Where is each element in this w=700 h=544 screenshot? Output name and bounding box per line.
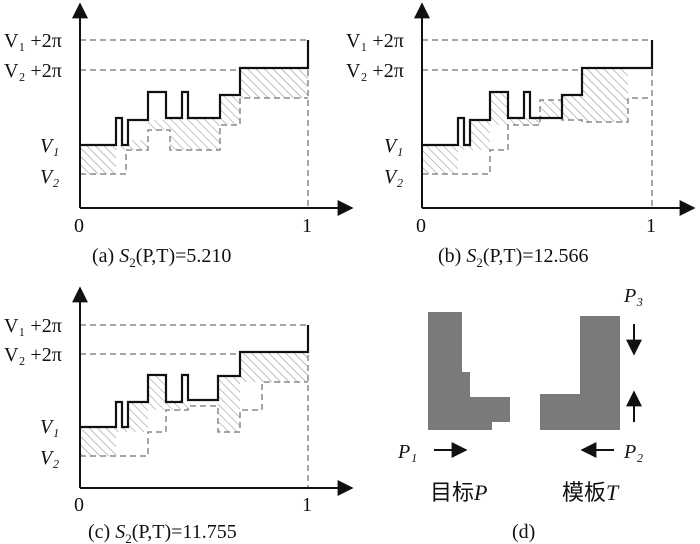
- caption-d: (d): [512, 521, 535, 543]
- target-shape: [428, 312, 510, 430]
- label-target: 目标P: [430, 480, 487, 505]
- dashed-lines: [80, 39, 309, 208]
- label-v1-2pi: V₁ +2π: [346, 30, 404, 52]
- x-tick-1: 1: [302, 215, 312, 237]
- hatch-region: [80, 352, 308, 456]
- label-v1-2pi: V₁ +2π: [4, 315, 62, 337]
- panel-c: V₁ +2π V₂ +2π V₁ V₂ 0 1 (c) S2(P,T)=11.7…: [4, 286, 354, 544]
- label-p2: P₂: [623, 441, 643, 463]
- x-tick-1: 1: [302, 494, 312, 516]
- label-v2-2pi: V₂ +2π: [4, 344, 62, 366]
- x-tick-1: 1: [646, 215, 656, 237]
- step-curve-solid: [422, 40, 654, 147]
- label-v2-2pi: V₂ +2π: [346, 60, 404, 82]
- label-v1-2pi: V₁ +2π: [4, 30, 62, 52]
- label-template: 模板T: [562, 480, 620, 505]
- caption-b: (b) S2(P,T)=12.566: [438, 245, 589, 270]
- dashed-lines: [80, 324, 309, 488]
- x-tick-0: 0: [74, 215, 84, 237]
- label-v2: V₂: [40, 166, 59, 188]
- panel-b: V₁ +2π V₂ +2π V₁ V₂ 0 1 (b) S2(P,T)=12.5…: [346, 2, 696, 270]
- label-v2-2pi: V₂ +2π: [4, 60, 62, 82]
- hatch-region: [80, 68, 308, 174]
- label-v1: V₁: [40, 135, 59, 157]
- label-p1: P₁: [397, 441, 417, 463]
- step-curve-solid: [80, 325, 310, 429]
- panel-a: V₁ +2π V₂ +2π V₁ V₂ 0 1 (a) S2(P,T)=5.21…: [4, 2, 354, 270]
- label-v1: V₁: [384, 135, 403, 157]
- caption-a: (a) S2(P,T)=5.210: [92, 245, 231, 270]
- step-curve-solid: [80, 40, 310, 147]
- dashed-lines: [422, 39, 653, 208]
- template-shape: [540, 316, 620, 430]
- hatch-region: [422, 68, 628, 174]
- label-v1: V₁: [40, 416, 59, 438]
- label-v2: V₂: [384, 166, 403, 188]
- label-p3: P₃: [623, 285, 643, 307]
- panel-d: P₁ P₂ P₃ 目标P 模板T (d): [397, 285, 643, 543]
- caption-c: (c) S2(P,T)=11.755: [88, 521, 237, 544]
- label-v2: V₂: [40, 447, 59, 469]
- x-tick-0: 0: [416, 215, 426, 237]
- x-tick-0: 0: [74, 494, 84, 516]
